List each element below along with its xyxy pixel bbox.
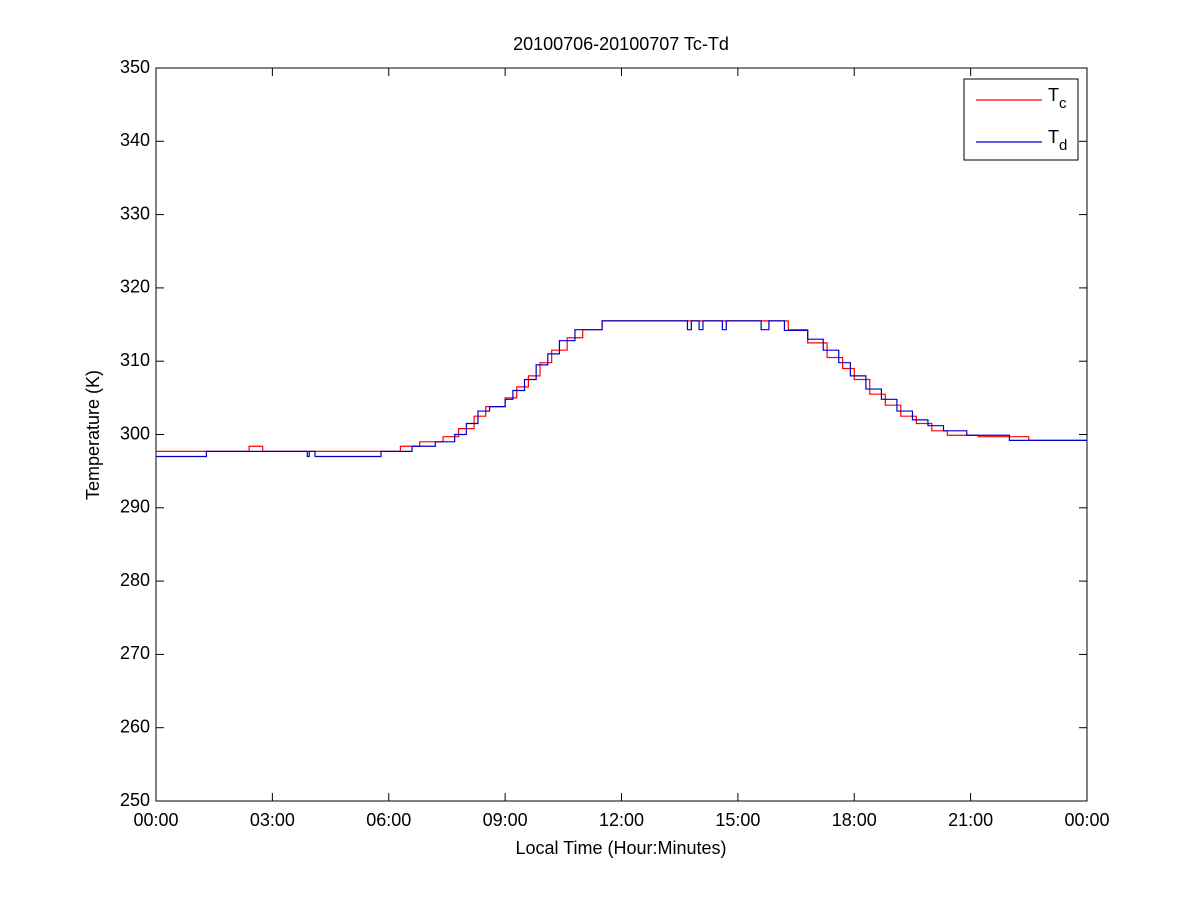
legend-label: Tc [1048,85,1067,112]
x-tick-label: 15:00 [715,810,760,830]
x-tick-label: 09:00 [483,810,528,830]
x-tick-label: 06:00 [366,810,411,830]
y-tick-label: 270 [120,643,150,663]
x-tick-label: 12:00 [599,810,644,830]
legend-label: Td [1048,127,1067,154]
plot-frame [155,67,1088,802]
y-tick-label: 320 [120,277,150,297]
y-tick-label: 310 [120,350,150,370]
x-tick-label: 18:00 [832,810,877,830]
legend-box [963,78,1079,161]
x-tick-label: 00:00 [1064,810,1109,830]
y-tick-label: 330 [120,203,150,223]
series-line [156,320,1087,452]
x-tick-label: 03:00 [250,810,295,830]
y-tick-label: 350 [120,57,150,77]
chart-title: 20100706-20100707 Tc-Td [513,34,729,54]
legend-label-main: T [1048,127,1059,147]
legend-label-sub: d [1059,137,1067,154]
y-tick-label: 300 [120,423,150,443]
y-tick-label: 280 [120,570,150,590]
y-tick-label: 250 [120,790,150,810]
y-tick-label: 290 [120,497,150,517]
x-tick-label: 21:00 [948,810,993,830]
x-tick-label: 00:00 [133,810,178,830]
legend-label-sub: c [1059,95,1067,112]
y-tick-label: 340 [120,130,150,150]
y-axis-label: Temperature (K) [83,370,103,500]
y-tick-label: 260 [120,716,150,736]
legend-label-main: T [1048,85,1059,105]
x-axis-label: Local Time (Hour:Minutes) [515,838,726,858]
series-line [156,320,1087,458]
